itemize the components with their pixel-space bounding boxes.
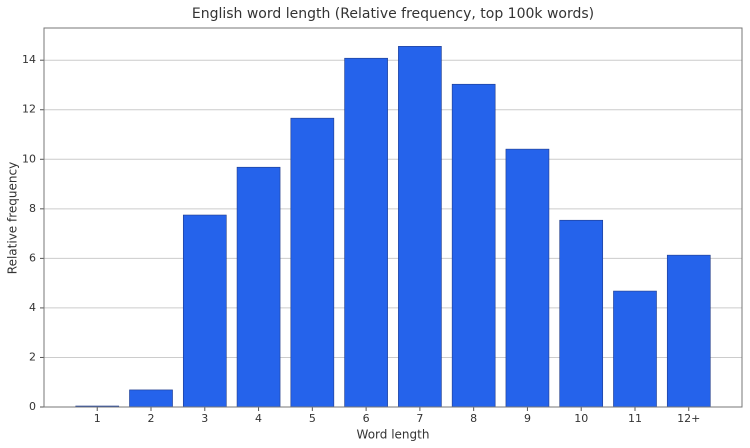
y-tick-label: 4	[29, 301, 36, 314]
bar	[182, 214, 227, 408]
y-axis-label: Relative frequency	[6, 162, 20, 274]
x-tick-label: 8	[470, 412, 477, 425]
x-tick-label: 10	[574, 412, 588, 425]
bar	[290, 117, 335, 408]
x-tick-label: 1	[94, 412, 101, 425]
chart-title: English word length (Relative frequency,…	[192, 6, 594, 22]
x-tick-label: 5	[309, 412, 316, 425]
bar	[344, 57, 388, 408]
x-axis-label: Word length	[357, 428, 430, 442]
x-tick-label: 2	[148, 412, 155, 425]
x-tick-label: 7	[416, 412, 423, 425]
bar	[398, 46, 442, 408]
bar	[666, 254, 711, 408]
bar	[559, 219, 604, 408]
bar	[451, 83, 496, 408]
x-tick-label: 12+	[677, 412, 700, 425]
y-tick-label: 10	[22, 152, 36, 165]
y-tick-label: 12	[22, 103, 36, 116]
y-tick-label: 2	[29, 350, 36, 363]
bar	[613, 290, 657, 408]
x-tick-label: 3	[201, 412, 208, 425]
y-tick-label: 14	[22, 53, 36, 66]
x-tick-label: 4	[255, 412, 262, 425]
y-tick-label: 8	[29, 202, 36, 215]
bar	[505, 148, 550, 408]
x-tick-label: 6	[363, 412, 370, 425]
bar	[129, 389, 173, 408]
x-tick-label: 9	[524, 412, 531, 425]
y-tick-label: 0	[29, 400, 36, 413]
plot-frame	[43, 27, 743, 408]
bar	[236, 166, 281, 408]
y-tick-label: 6	[29, 251, 36, 264]
x-tick-label: 11	[628, 412, 642, 425]
